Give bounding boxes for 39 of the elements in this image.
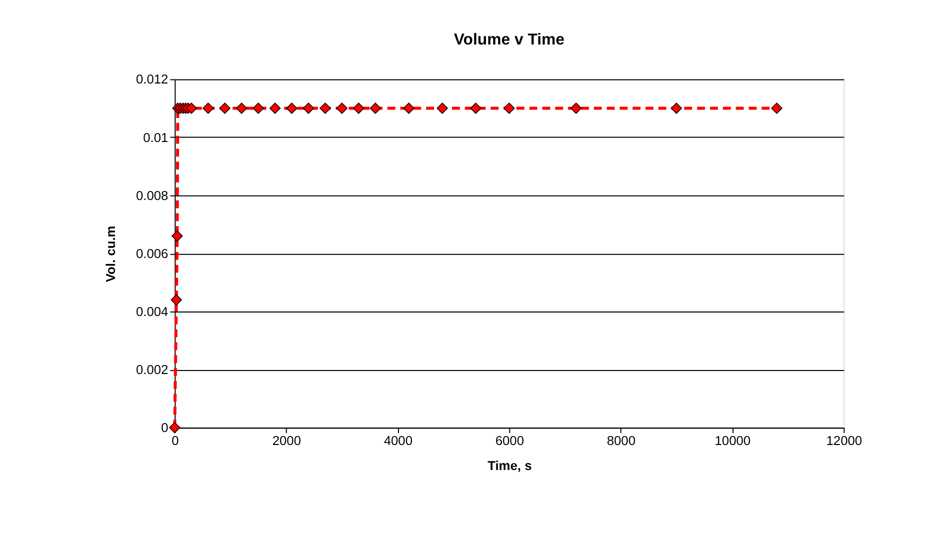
point bbox=[336, 102, 348, 114]
point bbox=[771, 102, 782, 114]
point bbox=[172, 230, 183, 242]
x-tick-label: 8000 bbox=[606, 432, 636, 448]
point bbox=[269, 102, 281, 114]
point bbox=[286, 102, 298, 114]
x-tick-label: 12000 bbox=[826, 432, 862, 448]
y-tick-label: 0.002 bbox=[136, 362, 168, 378]
y-tick-label: 0.008 bbox=[136, 188, 168, 203]
x-tick-label: 6000 bbox=[495, 432, 524, 448]
point bbox=[436, 102, 448, 114]
point bbox=[470, 102, 482, 114]
chart-title: Volume v Time bbox=[454, 31, 565, 48]
point bbox=[169, 422, 180, 434]
point bbox=[170, 294, 182, 306]
point bbox=[320, 102, 331, 114]
point bbox=[252, 102, 264, 114]
y-tick-label: 0 bbox=[161, 420, 168, 436]
point bbox=[353, 102, 364, 114]
x-tick-label: 4000 bbox=[384, 432, 413, 448]
y-axis-title: Vol. cu.m bbox=[103, 226, 118, 282]
point bbox=[302, 102, 314, 114]
point bbox=[219, 102, 230, 114]
point bbox=[403, 102, 414, 114]
x-tick-label: 0 bbox=[172, 432, 179, 448]
point bbox=[670, 102, 682, 114]
point bbox=[504, 102, 515, 114]
x-axis-title: Time, s bbox=[488, 458, 532, 473]
y-tick-label: 0.01 bbox=[143, 130, 168, 145]
x-tick-label: 10000 bbox=[714, 432, 751, 448]
y-tick-label: 0.006 bbox=[136, 246, 168, 261]
point bbox=[570, 102, 582, 114]
point bbox=[370, 102, 381, 114]
point bbox=[202, 102, 214, 114]
point bbox=[236, 102, 248, 114]
x-tick-label: 2000 bbox=[272, 432, 302, 448]
point bbox=[186, 102, 198, 114]
y-tick-label: 0.004 bbox=[136, 304, 168, 319]
y-tick-label: 0.012 bbox=[136, 72, 168, 87]
